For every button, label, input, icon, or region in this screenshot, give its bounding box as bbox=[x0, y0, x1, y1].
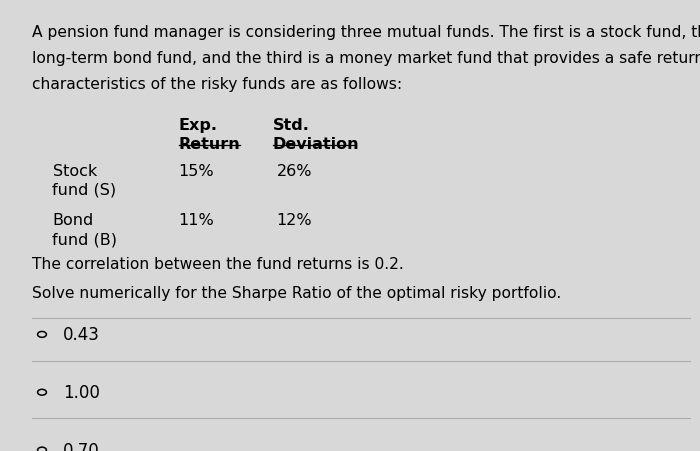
Text: fund (S): fund (S) bbox=[52, 182, 117, 197]
Text: 12%: 12% bbox=[276, 213, 312, 228]
Text: Deviation: Deviation bbox=[273, 136, 360, 151]
Text: 1.00: 1.00 bbox=[63, 383, 100, 401]
Text: 26%: 26% bbox=[276, 163, 312, 178]
Text: Stock: Stock bbox=[52, 163, 97, 178]
Text: long-term bond fund, and the third is a money market fund that provides a safe r: long-term bond fund, and the third is a … bbox=[32, 51, 700, 66]
Text: Solve numerically for the Sharpe Ratio of the optimal risky portfolio.: Solve numerically for the Sharpe Ratio o… bbox=[32, 285, 561, 300]
Text: Exp.: Exp. bbox=[178, 117, 218, 132]
Text: 11%: 11% bbox=[178, 213, 214, 228]
Text: 0.43: 0.43 bbox=[63, 326, 100, 344]
Text: The correlation between the fund returns is 0.2.: The correlation between the fund returns… bbox=[32, 256, 403, 271]
Text: 15%: 15% bbox=[178, 163, 214, 178]
Text: fund (B): fund (B) bbox=[52, 232, 118, 247]
Text: Std.: Std. bbox=[273, 117, 310, 132]
Text: 0.70: 0.70 bbox=[63, 441, 99, 451]
Text: Return: Return bbox=[178, 136, 240, 151]
Text: characteristics of the risky funds are as follows:: characteristics of the risky funds are a… bbox=[32, 77, 402, 92]
Text: Bond: Bond bbox=[52, 213, 94, 228]
Text: A pension fund manager is considering three mutual funds. The first is a stock f: A pension fund manager is considering th… bbox=[32, 25, 700, 40]
